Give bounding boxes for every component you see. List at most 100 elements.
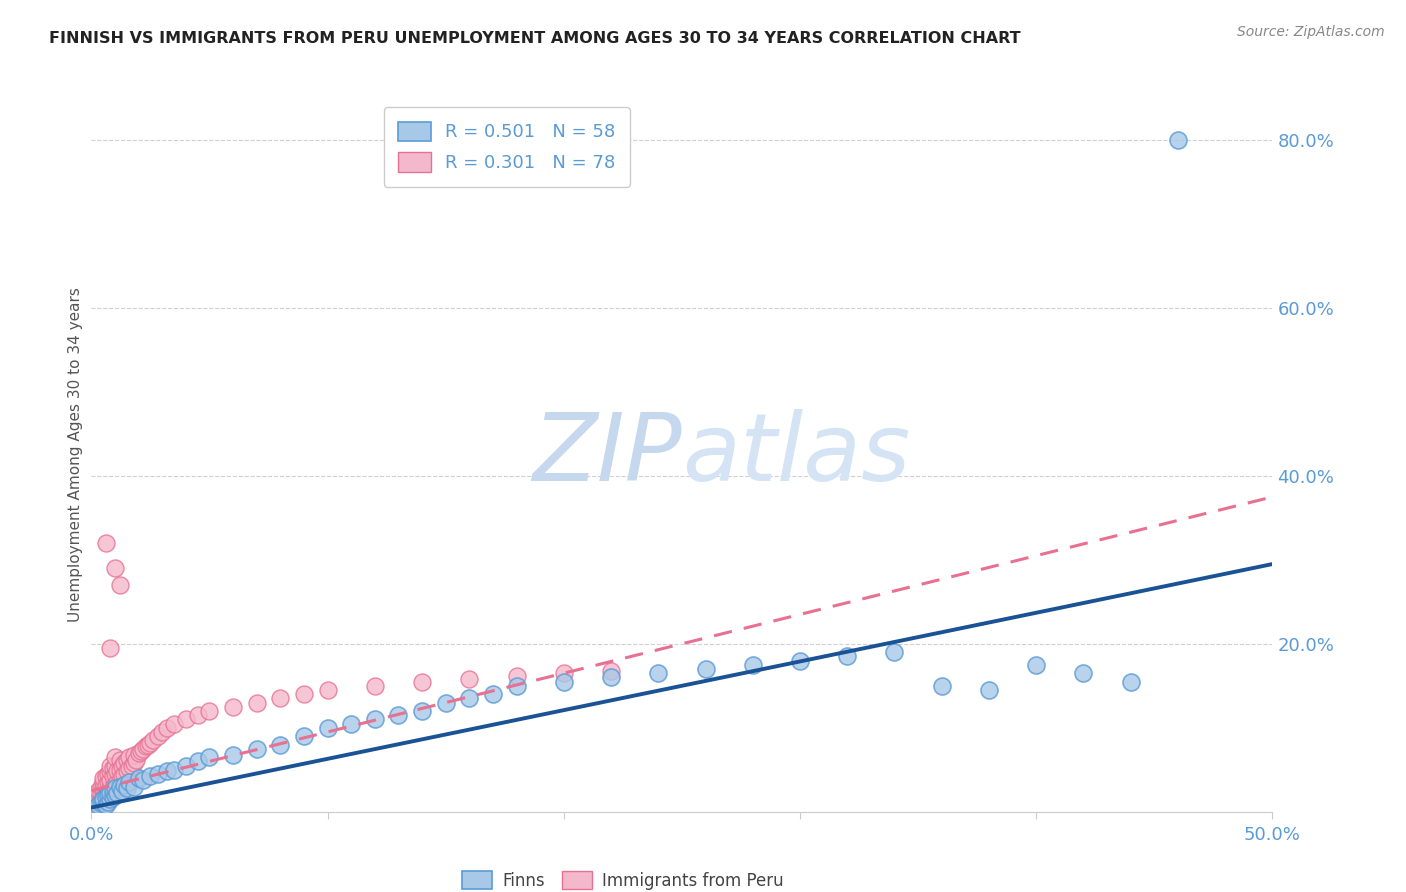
Point [364, 679, 387, 693]
Point [90, 797, 112, 811]
Point [292, 687, 315, 701]
Y-axis label: Unemployment Among Ages 30 to 34 years: Unemployment Among Ages 30 to 34 years [67, 287, 83, 623]
Point [458, 672, 481, 686]
Point [87, 783, 110, 797]
Point [316, 683, 339, 698]
Point [132, 741, 155, 756]
Point [139, 736, 162, 750]
Point [187, 708, 209, 723]
Point [104, 758, 127, 772]
Point [111, 769, 134, 783]
Point [1167, 133, 1189, 147]
Point [83, 797, 105, 811]
Point [647, 666, 669, 681]
Point [91, 792, 114, 806]
Point [101, 780, 124, 794]
Point [97, 775, 120, 789]
Point [198, 704, 221, 718]
Point [91, 789, 114, 804]
Point [98, 786, 121, 800]
Point [187, 755, 209, 769]
Point [104, 778, 127, 792]
Point [94, 769, 117, 783]
Point [105, 775, 128, 789]
Point [128, 746, 150, 760]
Point [114, 767, 136, 781]
Point [1025, 657, 1047, 672]
Point [387, 708, 409, 723]
Point [156, 721, 179, 735]
Point [104, 788, 127, 802]
Point [411, 674, 433, 689]
Point [246, 741, 269, 756]
Text: atlas: atlas [682, 409, 910, 500]
Point [505, 669, 527, 683]
Point [98, 781, 121, 796]
Point [122, 747, 145, 762]
Point [174, 712, 197, 726]
Point [90, 786, 112, 800]
Point [108, 753, 131, 767]
Point [87, 797, 110, 812]
Point [146, 729, 169, 743]
Point [125, 753, 148, 767]
Point [128, 771, 150, 785]
Point [83, 800, 105, 814]
Point [101, 783, 124, 797]
Point [84, 797, 107, 812]
Point [94, 797, 117, 812]
Point [91, 781, 114, 796]
Point [1119, 674, 1142, 689]
Point [741, 657, 763, 672]
Point [222, 699, 245, 714]
Point [101, 769, 124, 783]
Point [104, 767, 127, 781]
Point [98, 772, 121, 787]
Text: ZIP: ZIP [533, 409, 682, 500]
Point [695, 662, 717, 676]
Point [150, 725, 173, 739]
Point [111, 758, 134, 772]
Point [269, 691, 291, 706]
Point [87, 795, 110, 809]
Point [105, 764, 128, 779]
Point [269, 738, 291, 752]
Point [316, 721, 339, 735]
Point [101, 761, 124, 775]
Point [118, 775, 141, 789]
Point [411, 704, 433, 718]
Point [789, 654, 811, 668]
Point [883, 645, 905, 659]
Point [198, 750, 221, 764]
Point [135, 739, 157, 754]
Point [600, 670, 623, 684]
Point [458, 691, 481, 706]
Point [118, 750, 141, 764]
Point [90, 792, 112, 806]
Point [101, 789, 124, 804]
Point [98, 792, 121, 806]
Point [114, 756, 136, 770]
Point [98, 640, 121, 655]
Text: FINNISH VS IMMIGRANTS FROM PERU UNEMPLOYMENT AMONG AGES 30 TO 34 YEARS CORRELATI: FINNISH VS IMMIGRANTS FROM PERU UNEMPLOY… [49, 31, 1021, 46]
Point [174, 758, 197, 772]
Point [91, 775, 114, 789]
Point [364, 712, 387, 726]
Point [837, 649, 859, 664]
Point [90, 780, 112, 794]
Point [84, 792, 107, 806]
Point [104, 750, 127, 764]
Point [122, 756, 145, 770]
Point [97, 767, 120, 781]
Legend: Finns, Immigrants from Peru: Finns, Immigrants from Peru [454, 863, 792, 892]
Point [84, 788, 107, 802]
Point [115, 764, 138, 779]
Point [118, 761, 141, 775]
Point [108, 780, 131, 794]
Point [94, 536, 117, 550]
Point [108, 763, 131, 777]
Point [142, 733, 165, 747]
Point [84, 800, 107, 814]
Point [163, 716, 186, 731]
Point [129, 744, 152, 758]
